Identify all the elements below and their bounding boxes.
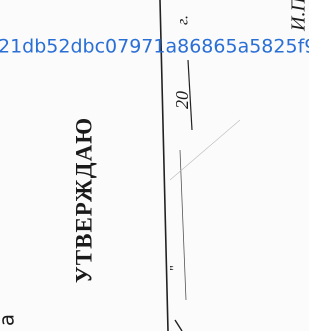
year-suffix: г. [175,15,192,25]
link-text[interactable]: 21db52dbc07971a86865a5825f9 [0,36,309,58]
initials: И.П [288,0,309,32]
edge-letter: а [0,314,19,326]
scan: УТВЕРЖДАЮ И.П 20 г. " а 21db52dbc07971a8… [0,0,309,331]
year-prefix: 20 [172,91,192,109]
heading: УТВЕРЖДАЮ [71,117,96,283]
quote: " [168,265,183,271]
page: {"stamp": {"heading": "УТВЕРЖДАЮ", "init… [0,0,309,331]
